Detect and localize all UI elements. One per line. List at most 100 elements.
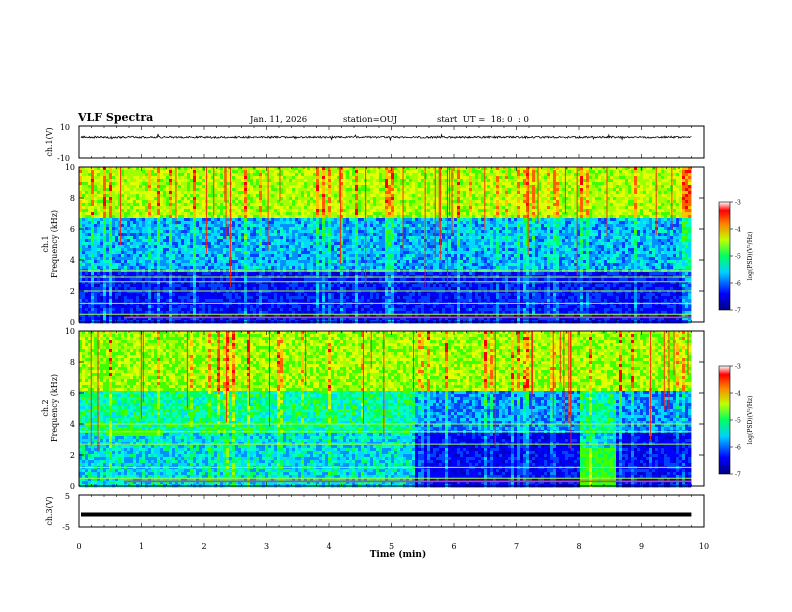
spectrogram-cell bbox=[82, 209, 85, 212]
spectrogram-cell bbox=[106, 278, 109, 281]
spectrogram-cell bbox=[151, 224, 154, 227]
spectrogram-cell bbox=[208, 260, 211, 263]
spectrogram-cell bbox=[145, 170, 148, 173]
spectrogram-cell bbox=[172, 299, 175, 302]
spectrogram-cell bbox=[202, 233, 205, 236]
spectrogram-cell bbox=[115, 293, 118, 296]
spectrogram-cell bbox=[187, 245, 190, 248]
spectrogram-cell bbox=[88, 284, 91, 287]
spectrogram-cell bbox=[136, 167, 139, 170]
spectrogram-cell bbox=[205, 296, 208, 299]
spectrogram-cell bbox=[121, 227, 124, 230]
spectrogram-cell bbox=[85, 284, 88, 287]
spectrogram-cell bbox=[193, 251, 196, 254]
spectrogram-cell bbox=[196, 191, 199, 194]
spectrogram-cell bbox=[154, 263, 157, 266]
spectrogram-cell bbox=[157, 278, 160, 281]
spectrogram-cell bbox=[121, 254, 124, 257]
spectrogram-cell bbox=[109, 278, 112, 281]
spectrogram-cell bbox=[85, 251, 88, 254]
spectrogram-cell bbox=[79, 185, 82, 188]
spectrogram-cell bbox=[178, 182, 181, 185]
spectrogram-cell bbox=[91, 248, 94, 251]
spectrogram-cell bbox=[154, 299, 157, 302]
spectrogram-cell bbox=[142, 191, 145, 194]
spectrogram-cell bbox=[139, 176, 142, 179]
spectrogram-cell bbox=[142, 194, 145, 197]
spectrogram-cell bbox=[193, 194, 196, 197]
spectrogram-cell bbox=[85, 209, 88, 212]
spectrogram-cell bbox=[127, 287, 130, 290]
spectrogram-cell bbox=[172, 272, 175, 275]
spectrogram-cell bbox=[160, 251, 163, 254]
spectrogram-cell bbox=[88, 185, 91, 188]
spectrogram-cell bbox=[157, 230, 160, 233]
spectrogram-cell bbox=[94, 197, 97, 200]
spectrogram-cell bbox=[196, 242, 199, 245]
spectrogram-cell bbox=[142, 242, 145, 245]
spectrogram-cell bbox=[136, 212, 139, 215]
spectrogram-cell bbox=[202, 251, 205, 254]
spectrogram-cell bbox=[124, 221, 127, 224]
spectrogram-cell bbox=[184, 278, 187, 281]
spectrogram-cell bbox=[184, 200, 187, 203]
spectrogram-cell bbox=[130, 248, 133, 251]
spectrogram-cell bbox=[139, 191, 142, 194]
spectrogram-cell bbox=[202, 266, 205, 269]
spectrogram-cell bbox=[208, 299, 211, 302]
spectrogram-cell bbox=[184, 308, 187, 311]
spectrogram-cell bbox=[85, 272, 88, 275]
spectrogram-cell bbox=[154, 179, 157, 182]
spectrogram-cell bbox=[124, 287, 127, 290]
spectrogram-cell bbox=[133, 260, 136, 263]
spectrogram-cell bbox=[121, 233, 124, 236]
spectrogram-cell bbox=[187, 194, 190, 197]
spectrogram-cell bbox=[145, 185, 148, 188]
spectrogram-cell bbox=[91, 233, 94, 236]
spectrogram-cell bbox=[133, 170, 136, 173]
spectrogram-cell bbox=[175, 212, 178, 215]
spectrogram-cell bbox=[196, 200, 199, 203]
ch1-waveform-trace bbox=[79, 126, 704, 158]
spectrogram-cell bbox=[154, 200, 157, 203]
spectrogram-cell bbox=[124, 206, 127, 209]
spectrogram-cell bbox=[130, 299, 133, 302]
spectrogram-cell bbox=[172, 221, 175, 224]
spectrogram-cell bbox=[100, 191, 103, 194]
spectrogram-cell bbox=[112, 227, 115, 230]
spectrogram-cell bbox=[112, 254, 115, 257]
spectrogram-cell bbox=[196, 167, 199, 170]
spectrogram-cell bbox=[169, 203, 172, 206]
spectrogram-cell bbox=[160, 176, 163, 179]
spectrogram-cell bbox=[112, 230, 115, 233]
spectrogram-cell bbox=[130, 239, 133, 242]
spectrogram-cell bbox=[82, 317, 85, 320]
spectrogram-cell bbox=[91, 215, 94, 218]
spectrogram-cell bbox=[193, 296, 196, 299]
spectrogram-cell bbox=[97, 260, 100, 263]
ch1-spectrogram-image bbox=[79, 167, 704, 323]
spectrogram-cell bbox=[133, 299, 136, 302]
spectrogram-cell bbox=[130, 305, 133, 308]
spectrogram-cell bbox=[118, 287, 121, 290]
spectrogram-cell bbox=[139, 197, 142, 200]
spectrogram-cell bbox=[175, 293, 178, 296]
spectrogram-cell bbox=[97, 167, 100, 170]
spectrogram-cell bbox=[172, 194, 175, 197]
spectrogram-cell bbox=[169, 287, 172, 290]
spectrogram-cell bbox=[130, 194, 133, 197]
spectrogram-cell bbox=[157, 248, 160, 251]
spectrogram-cell bbox=[100, 215, 103, 218]
spectrogram-cell bbox=[139, 200, 142, 203]
spectrogram-cell bbox=[196, 254, 199, 257]
spectrogram-cell bbox=[175, 254, 178, 257]
spectrogram-cell bbox=[121, 188, 124, 191]
spectrogram-cell bbox=[148, 182, 151, 185]
spectrogram-cell bbox=[106, 218, 109, 221]
spectrogram-cell bbox=[91, 191, 94, 194]
spectrogram-cell bbox=[106, 215, 109, 218]
spectrogram-cell bbox=[151, 305, 154, 308]
spectrogram-cell bbox=[91, 317, 94, 320]
spectrogram-cell bbox=[145, 308, 148, 311]
spectrogram-cell bbox=[184, 191, 187, 194]
